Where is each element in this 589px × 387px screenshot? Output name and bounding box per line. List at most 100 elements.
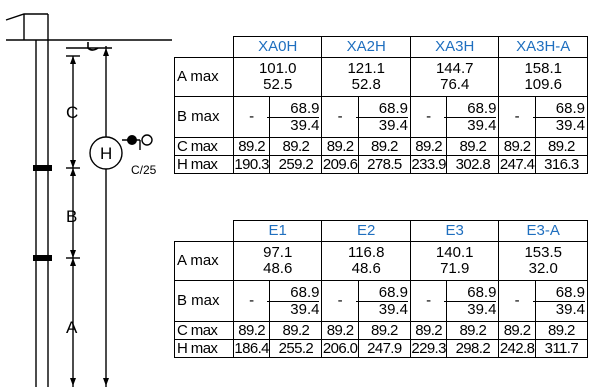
b-value-top: 68.9 [467,99,497,117]
a-value-top: 116.8 [347,244,385,261]
b-max-dash: - [498,280,536,322]
spec-table-1: E1 E2 E3 E3-A A max 97.1 48.6 116.8 48.6 140.1 71.… [174,220,589,358]
b-value-bottom: 39.4 [355,116,408,134]
b-max-value: 68.9 39.4 [355,96,411,138]
b-max-dash: - [232,280,271,322]
c-max-cell: 89.2 [498,137,536,156]
column-header: XA2H [321,36,411,58]
row-label: A max [174,241,234,281]
c-max-cell: 89.2 [409,321,448,340]
a-value-top: 144.7 [435,60,474,77]
c-max-cell: 89.2 [498,321,536,340]
b-value-top: 68.9 [378,283,408,301]
c-max-cell: 89.2 [534,137,589,156]
a-max-cell: 140.1 71.9 [409,241,500,281]
row-label: H max [174,339,234,358]
a-max-cell: 153.5 32.0 [498,241,588,281]
row-label: C max [174,321,234,340]
header-row: XA0H XA2H XA3H XA3H-A [174,36,588,58]
h-max-cell: 316.3 [534,155,589,174]
c-max-row: C max 89.2 89.2 89.2 89.2 89.2 89.2 89.2 89.2 [174,137,589,156]
a-max-row: A max 101.0 52.5 121.1 52.8 144.7 76.4 158.1 109… [174,57,588,97]
bracket-line [5,13,48,21]
rail-clamp-lower [33,255,52,261]
column-header: XA3H [409,36,500,58]
a-value-bottom: 48.6 [351,260,381,277]
column-header: E1 [232,220,323,242]
pole-diagram: C B A H C/25 [5,13,172,387]
h-max-cell: 186.4 [232,339,271,358]
lamp-note: C/25 [131,163,157,177]
b-value-top: 68.9 [378,99,408,117]
b-max-value: 68.9 39.4 [444,96,500,138]
h-max-cell: 247.9 [357,339,411,358]
dim-label-a: A [66,318,78,337]
h-max-cell: 302.8 [446,155,500,174]
c-max-cell: 89.2 [321,137,359,156]
a-value-top: 97.1 [263,244,293,261]
a-max-cell: 158.1 109.6 [498,57,588,97]
row-label: H max [174,155,234,174]
corner-cell [174,36,234,58]
b-max-row: B max -68.9 39.4-68.9 39.4-68.9 39.4-68.9 39.… [174,96,589,138]
corner-cell [174,220,234,242]
a-value-bottom: 71.9 [440,260,470,277]
b-max-row: B max -68.9 39.4-68.9 39.4-68.9 39.4-68.9 39.… [174,280,589,322]
b-max-value: 68.9 39.4 [444,280,500,322]
row-label: B max [174,96,234,138]
c-max-cell: 89.2 [269,137,323,156]
b-max-dash: - [321,280,359,322]
h-max-cell: 255.2 [269,339,323,358]
spec-table-0: XA0H XA2H XA3H XA3H-A A max 101.0 52.5 121.1 52.… [174,36,589,174]
b-max-value: 68.9 39.4 [532,96,589,138]
b-max-value: 68.9 39.4 [267,96,323,138]
b-value-bottom: 39.4 [267,116,320,134]
a-value-bottom: 32.0 [528,260,558,277]
a-value-top: 121.1 [347,60,385,77]
c-max-cell: 89.2 [321,321,359,340]
b-value-bottom: 39.4 [444,116,497,134]
c-max-cell: 89.2 [357,137,411,156]
lamp-label: H [100,144,112,163]
h-max-cell: 298.2 [446,339,500,358]
b-value-top: 68.9 [290,99,320,117]
a-value-bottom: 109.6 [524,76,562,93]
b-value-top: 68.9 [555,283,585,301]
c-max-cell: 89.2 [446,137,500,156]
rail-clamp-upper [33,165,52,171]
column-header: XA0H [232,36,323,58]
b-max-dash: - [409,280,448,322]
b-value-bottom: 39.4 [532,300,585,318]
row-label: A max [174,57,234,97]
c-max-cell: 89.2 [409,137,448,156]
row-label: B max [174,280,234,322]
h-max-cell: 311.7 [534,339,589,358]
h-max-cell: 242.8 [498,339,536,358]
b-max-dash: - [498,96,536,138]
a-max-cell: 97.1 48.6 [232,241,323,281]
a-value-bottom: 52.8 [351,76,381,93]
a-max-cell: 116.8 48.6 [321,241,411,281]
b-max-value: 68.9 39.4 [355,280,411,322]
h-max-cell: 278.5 [357,155,411,174]
c-max-cell: 89.2 [446,321,500,340]
c-max-cell: 89.2 [232,137,271,156]
c-max-cell: 89.2 [269,321,323,340]
h-max-row: H max 190.3 259.2 209.6 278.5 233.9 302.8 247.4… [174,155,589,174]
a-value-top: 158.1 [524,60,562,77]
a-max-cell: 101.0 52.5 [232,57,323,97]
b-value-top: 68.9 [290,283,320,301]
lamp-symbol [89,136,123,170]
b-value-bottom: 39.4 [444,300,497,318]
h-max-cell: 209.6 [321,155,359,174]
a-max-cell: 144.7 76.4 [409,57,500,97]
h-max-cell: 259.2 [269,155,323,174]
b-max-value: 68.9 39.4 [267,280,323,322]
column-header: E2 [321,220,411,242]
a-value-bottom: 52.5 [263,76,293,93]
a-value-top: 140.1 [435,244,474,261]
c-max-cell: 89.2 [357,321,411,340]
header-row: E1 E2 E3 E3-A [174,220,588,242]
h-max-cell: 247.4 [498,155,536,174]
column-header: E3-A [498,220,588,242]
